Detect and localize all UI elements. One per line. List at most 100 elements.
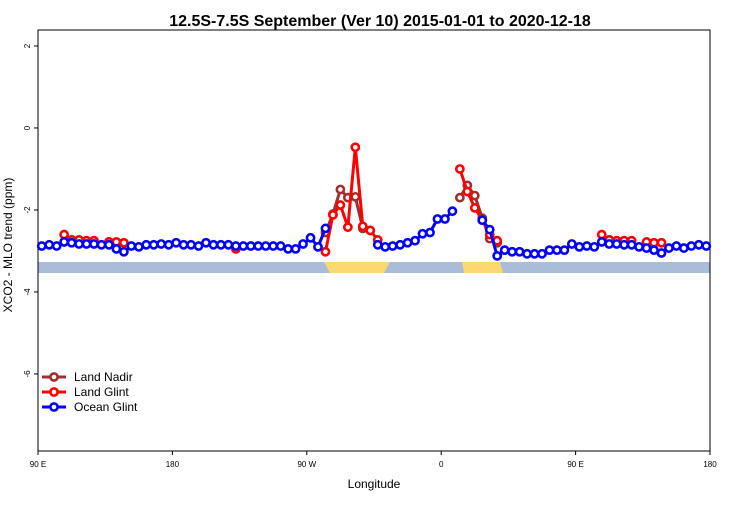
data-point	[133, 241, 144, 252]
data-point	[552, 245, 562, 256]
land-strip	[324, 262, 390, 273]
data-point	[589, 241, 600, 252]
data-point	[641, 243, 652, 253]
data-point	[514, 246, 525, 257]
data-point	[387, 241, 398, 251]
data-point	[619, 239, 630, 250]
data-point	[171, 237, 182, 248]
data-point	[89, 239, 99, 249]
data-point	[440, 214, 450, 224]
data-point	[350, 142, 361, 153]
data-point	[141, 239, 152, 250]
data-point	[522, 248, 532, 259]
data-point	[163, 239, 174, 250]
data-point	[574, 241, 585, 252]
data-point	[305, 232, 316, 243]
legend-label: Ocean Glint	[74, 400, 138, 414]
data-point	[559, 245, 570, 256]
data-point	[454, 164, 465, 174]
x-tick-label: 90 E	[30, 460, 46, 469]
data-point	[66, 237, 77, 248]
series-line	[63, 145, 662, 253]
y-tick-label: -4	[23, 288, 32, 296]
data-point	[402, 237, 413, 248]
data-point	[469, 203, 480, 213]
data-point	[484, 224, 495, 235]
data-point	[649, 245, 659, 256]
data-point	[238, 241, 249, 251]
data-point	[118, 246, 129, 257]
x-axis-label: Longitude	[348, 477, 401, 491]
data-point	[701, 241, 712, 251]
data-point	[581, 241, 592, 251]
data-point	[216, 239, 226, 250]
data-point	[380, 241, 391, 252]
data-point	[36, 241, 47, 251]
data-point	[328, 209, 338, 220]
data-point	[260, 241, 271, 251]
data-point	[686, 241, 697, 251]
data-point	[626, 239, 637, 250]
data-point	[253, 241, 264, 251]
data-point	[111, 244, 122, 254]
data-point	[596, 237, 607, 247]
data-point	[462, 186, 473, 197]
legend-marker	[49, 387, 59, 397]
data-point	[566, 239, 577, 249]
x-tick-label: 0	[439, 460, 444, 469]
data-point	[74, 239, 84, 249]
data-point	[507, 246, 518, 257]
data-point	[156, 239, 167, 249]
data-point	[611, 239, 622, 249]
data-point	[335, 200, 346, 210]
data-point	[118, 237, 129, 248]
data-point	[230, 241, 241, 251]
land-strip	[462, 262, 503, 273]
data-point	[44, 239, 55, 250]
data-point	[320, 223, 331, 234]
data-point	[678, 243, 689, 253]
data-point	[59, 237, 70, 247]
data-point	[656, 248, 667, 258]
legend-label: Land Glint	[74, 385, 129, 399]
data-point	[223, 239, 234, 250]
data-point	[283, 244, 294, 254]
plot-frame	[37, 29, 711, 452]
x-tick-label: 90 W	[297, 460, 316, 469]
data-point	[268, 241, 279, 251]
data-point	[81, 239, 92, 249]
data-point	[290, 244, 301, 254]
data-point	[454, 192, 465, 203]
y-tick-label: 0	[23, 125, 32, 130]
data-point	[335, 184, 346, 195]
chart-title: 12.5S-7.5S September (Ver 10) 2015-01-01…	[169, 13, 591, 30]
legend-label: Land Nadir	[74, 370, 133, 384]
map-strip	[38, 262, 710, 273]
data-point	[529, 248, 540, 259]
y-tick-label: -6	[23, 370, 32, 378]
data-point	[186, 239, 196, 250]
data-point	[417, 228, 428, 239]
x-tick-label: 180	[703, 460, 717, 469]
data-point	[425, 227, 435, 238]
data-point	[365, 225, 376, 236]
data-point	[245, 241, 256, 251]
data-point	[693, 239, 704, 250]
data-point	[51, 241, 62, 251]
data-point	[664, 243, 674, 253]
data-point	[148, 239, 159, 250]
data-point	[544, 245, 555, 256]
data-point	[432, 214, 443, 224]
data-point	[275, 241, 286, 251]
data-point	[634, 241, 644, 252]
data-point	[604, 239, 615, 249]
y-tick-label: -2	[23, 206, 32, 214]
data-point	[342, 222, 353, 233]
data-point	[320, 246, 331, 257]
data-point	[499, 245, 510, 256]
data-point	[477, 215, 488, 226]
data-point	[537, 248, 547, 259]
data-point	[671, 241, 682, 251]
data-point	[104, 239, 114, 250]
